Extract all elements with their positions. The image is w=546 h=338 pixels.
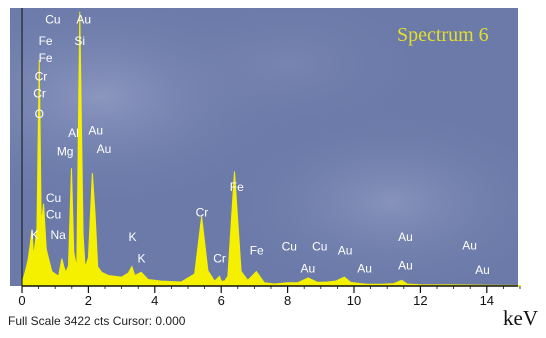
peak-label: Cu bbox=[282, 240, 297, 254]
peak-label: Au bbox=[398, 258, 413, 272]
peak-label: Cr bbox=[213, 252, 226, 266]
peak-label: Au bbox=[398, 230, 413, 244]
peak-label: Cr bbox=[33, 87, 46, 101]
peak-label: Cu bbox=[46, 191, 61, 205]
peak-label: Fe bbox=[39, 34, 53, 48]
x-axis-tick-labels: 0 2 4 6 8 10 12 14 bbox=[18, 293, 494, 308]
spectrum-title: Spectrum 6 bbox=[397, 24, 489, 46]
peak-label: Al bbox=[68, 126, 79, 140]
x-tick-label: 10 bbox=[347, 293, 361, 308]
x-tick-label: 6 bbox=[218, 293, 225, 308]
plot-background-glow-3 bbox=[10, 8, 518, 286]
peak-label: Cu bbox=[46, 207, 61, 221]
x-axis-ticks bbox=[21, 286, 521, 293]
peak-label: Si bbox=[74, 34, 85, 48]
peak-label: Fe bbox=[250, 244, 264, 258]
peak-label: Au bbox=[462, 239, 477, 253]
peak-label: Cr bbox=[35, 70, 48, 84]
peak-label: O bbox=[35, 107, 44, 121]
peak-label: Na bbox=[51, 228, 67, 242]
x-tick-label: 8 bbox=[284, 293, 291, 308]
peak-label: Au bbox=[357, 262, 372, 276]
peak-label: Au bbox=[76, 12, 91, 26]
x-tick-label: 0 bbox=[18, 293, 25, 308]
peak-label: K bbox=[138, 252, 146, 266]
peak-label: Au bbox=[97, 142, 112, 156]
peak-label: Au bbox=[301, 262, 316, 276]
peak-label: Cr bbox=[196, 206, 209, 220]
peak-label: Fe bbox=[230, 180, 244, 194]
peak-label: K bbox=[129, 230, 137, 244]
peak-label: Au bbox=[88, 123, 103, 137]
peak-label: Mg bbox=[57, 144, 74, 158]
x-tick-label: 14 bbox=[480, 293, 494, 308]
peak-label: Cu bbox=[312, 240, 327, 254]
x-tick-label: 4 bbox=[151, 293, 158, 308]
x-axis-unit: keV bbox=[503, 306, 538, 330]
status-readout: Full Scale 3422 cts Cursor: 0.000 bbox=[8, 314, 186, 328]
peak-label: Fe bbox=[39, 51, 53, 65]
peak-label: Au bbox=[338, 244, 353, 258]
peak-label: K bbox=[31, 228, 39, 242]
peak-label: Cu bbox=[45, 12, 60, 26]
x-tick-label: 2 bbox=[85, 293, 92, 308]
peak-label: Au bbox=[475, 263, 490, 277]
spectrum-area bbox=[21, 11, 521, 287]
x-tick-label: 12 bbox=[413, 293, 427, 308]
